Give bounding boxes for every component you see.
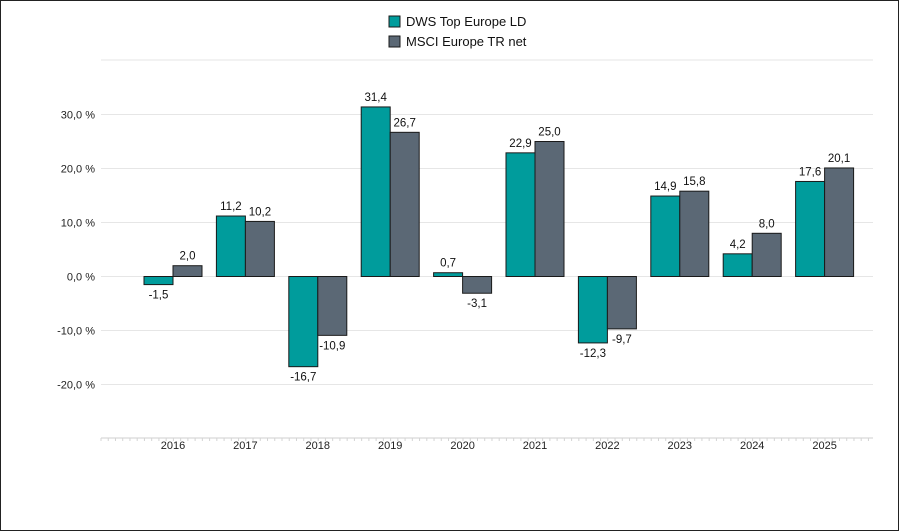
bar-benchmark-2020[interactable] bbox=[463, 277, 492, 294]
y-tick-label: 0,0 % bbox=[67, 272, 95, 284]
data-label: 31,4 bbox=[365, 92, 388, 104]
y-tick-label: -10,0 % bbox=[57, 326, 95, 338]
bar-fund-2017[interactable] bbox=[216, 216, 245, 276]
bar-fund-2020[interactable] bbox=[434, 273, 463, 277]
data-label: 22,9 bbox=[509, 138, 531, 150]
data-label: -9,7 bbox=[612, 334, 632, 346]
data-label: 15,8 bbox=[683, 176, 705, 188]
bars bbox=[144, 107, 854, 367]
bar-benchmark-2019[interactable] bbox=[390, 132, 419, 276]
legend-swatch bbox=[389, 36, 400, 47]
data-label: 17,6 bbox=[799, 166, 821, 178]
legend: DWS Top Europe LD MSCI Europe TR net bbox=[389, 14, 527, 49]
data-label: 11,2 bbox=[220, 201, 242, 213]
data-label: 0,7 bbox=[440, 258, 456, 270]
x-tick-label: 2025 bbox=[812, 440, 836, 452]
x-tick-label: 2024 bbox=[740, 440, 764, 452]
bar-benchmark-2025[interactable] bbox=[825, 168, 854, 277]
y-axis: 30,0 % 20,0 % 10,0 % 0,0 % -10,0 % -20,0 % bbox=[57, 110, 95, 392]
legend-label: DWS Top Europe LD bbox=[406, 14, 526, 29]
x-tick-label: 2020 bbox=[450, 440, 474, 452]
bar-benchmark-2023[interactable] bbox=[680, 191, 709, 276]
bar-fund-2016[interactable] bbox=[144, 277, 173, 285]
y-tick-label: 10,0 % bbox=[61, 218, 95, 230]
data-label: 8,0 bbox=[759, 218, 775, 230]
legend-label: MSCI Europe TR net bbox=[406, 34, 527, 49]
data-label: -10,9 bbox=[319, 340, 345, 352]
legend-swatch bbox=[389, 16, 400, 27]
x-axis: 2016 2017 2018 2019 2020 2021 2022 2023 2024 2025 bbox=[101, 438, 873, 452]
bar-fund-2025[interactable] bbox=[796, 181, 825, 276]
data-label: 14,9 bbox=[654, 181, 676, 193]
y-tick-label: 30,0 % bbox=[61, 110, 95, 122]
data-label: 10,2 bbox=[249, 206, 271, 218]
data-label: -12,3 bbox=[580, 348, 606, 360]
bar-benchmark-2016[interactable] bbox=[173, 266, 202, 277]
y-tick-label: -20,0 % bbox=[57, 380, 95, 392]
x-tick-label: 2023 bbox=[668, 440, 692, 452]
bar-benchmark-2022[interactable] bbox=[607, 277, 636, 329]
bar-benchmark-2018[interactable] bbox=[318, 277, 347, 336]
data-label: -3,1 bbox=[467, 298, 487, 310]
y-tick-label: 20,0 % bbox=[61, 164, 95, 176]
bar-fund-2022[interactable] bbox=[578, 277, 607, 343]
data-label: 2,0 bbox=[180, 251, 196, 263]
x-tick-label: 2019 bbox=[378, 440, 402, 452]
data-label: 26,7 bbox=[394, 117, 416, 129]
bar-fund-2018[interactable] bbox=[289, 277, 318, 367]
bar-fund-2024[interactable] bbox=[723, 254, 752, 277]
bar-fund-2023[interactable] bbox=[651, 196, 680, 276]
data-label: 20,1 bbox=[828, 153, 850, 165]
x-tick-label: 2021 bbox=[523, 440, 547, 452]
bar-benchmark-2024[interactable] bbox=[752, 233, 781, 276]
x-tick-label: 2018 bbox=[306, 440, 330, 452]
x-tick-label: 2017 bbox=[233, 440, 257, 452]
data-label: 4,2 bbox=[730, 239, 746, 251]
bar-benchmark-2017[interactable] bbox=[245, 221, 274, 276]
x-tick-label: 2022 bbox=[595, 440, 619, 452]
bar-benchmark-2021[interactable] bbox=[535, 142, 564, 277]
data-label: -1,5 bbox=[149, 290, 169, 302]
data-label: -16,7 bbox=[290, 372, 316, 384]
bar-fund-2019[interactable] bbox=[361, 107, 390, 277]
data-label: 25,0 bbox=[538, 127, 560, 139]
bar-fund-2021[interactable] bbox=[506, 153, 535, 277]
x-tick-label: 2016 bbox=[161, 440, 185, 452]
